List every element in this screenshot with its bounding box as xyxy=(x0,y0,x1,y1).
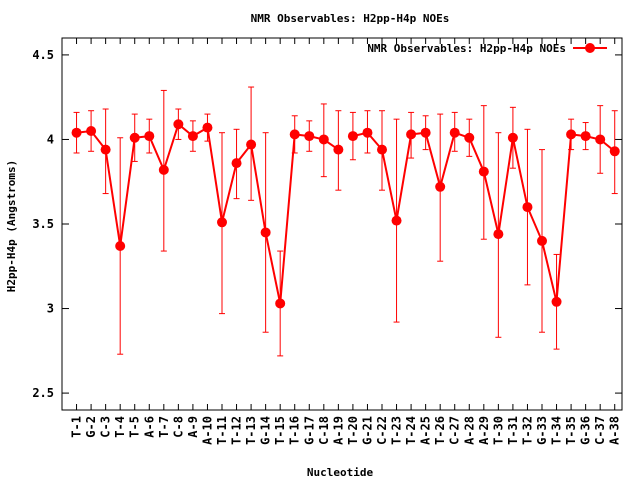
series-line xyxy=(76,122,339,304)
x-tick-label: G-36 xyxy=(579,416,593,445)
data-point xyxy=(333,144,344,155)
data-point xyxy=(406,129,417,140)
legend-marker xyxy=(585,43,595,53)
data-point xyxy=(522,202,533,213)
data-point xyxy=(129,132,140,143)
x-tick-label: A-10 xyxy=(200,416,214,445)
y-axis-label: H2pp-H4p (Angstroms) xyxy=(5,160,18,292)
legend: NMR Observables: H2pp-H4p NOEs xyxy=(367,42,607,55)
data-point xyxy=(304,131,315,142)
y-tick-label: 3.5 xyxy=(32,217,54,231)
data-point xyxy=(377,144,387,155)
data-point xyxy=(86,126,97,136)
data-point xyxy=(71,127,82,138)
x-tick-label: T-26 xyxy=(433,416,447,445)
x-tick-label: T-24 xyxy=(404,416,418,445)
x-tick-label: T-34 xyxy=(550,416,564,445)
x-tick-label: T-1 xyxy=(70,416,84,438)
x-tick-label: T-4 xyxy=(113,416,127,438)
data-point xyxy=(478,166,489,177)
x-tick-label: A-9 xyxy=(186,416,200,438)
data-point xyxy=(173,119,184,130)
data-point xyxy=(420,127,431,138)
data-point xyxy=(260,227,271,238)
data-point xyxy=(362,127,373,138)
data-point xyxy=(318,134,329,145)
data-point xyxy=(595,134,606,145)
x-tick-label: C-37 xyxy=(593,416,607,445)
plot-frame xyxy=(61,37,623,411)
y-tick-label: 4.5 xyxy=(32,48,54,62)
data-point xyxy=(493,229,504,240)
x-tick-label: C-27 xyxy=(448,416,462,445)
data-point xyxy=(537,235,547,246)
x-tick-label: T-13 xyxy=(244,416,258,445)
x-tick-label: G-17 xyxy=(302,416,316,445)
x-tick-label: A-25 xyxy=(419,416,433,445)
data-point xyxy=(231,158,242,169)
x-tick-label: A-28 xyxy=(462,416,476,445)
x-tick-label: G-21 xyxy=(360,416,374,445)
x-tick-label: C-3 xyxy=(99,416,113,438)
x-tick-label: A-38 xyxy=(608,416,622,445)
chart-title: NMR Observables: H2pp-H4p NOEs xyxy=(251,12,450,25)
data-point xyxy=(580,131,591,142)
x-tick-label: T-31 xyxy=(506,416,520,445)
x-tick-label: T-35 xyxy=(564,416,578,445)
data-point xyxy=(507,132,518,143)
x-tick-label: C-22 xyxy=(375,416,389,445)
data-point xyxy=(609,146,620,157)
data-point xyxy=(464,132,475,143)
data-point xyxy=(202,122,213,133)
data-point xyxy=(100,144,111,155)
x-tick-label: T-23 xyxy=(390,416,404,445)
x-tick-label: C-18 xyxy=(317,416,331,445)
data-point xyxy=(391,215,402,226)
x-axis-label: Nucleotide xyxy=(307,466,374,479)
x-tick-label: A-6 xyxy=(142,416,156,438)
x-tick-label: A-29 xyxy=(477,416,491,445)
x-tick-label: A-19 xyxy=(331,416,345,445)
x-tick-label: G-14 xyxy=(259,416,273,445)
x-tick-label: T-15 xyxy=(273,416,287,445)
data-point xyxy=(435,181,446,192)
x-tick-label: T-7 xyxy=(157,416,171,438)
x-tick-label: T-30 xyxy=(491,416,505,445)
data-point xyxy=(144,131,155,142)
x-tick-label: T-16 xyxy=(288,416,302,445)
data-point xyxy=(551,296,562,307)
data-point xyxy=(275,298,286,309)
legend-label: NMR Observables: H2pp-H4p NOEs xyxy=(367,42,566,55)
data-point xyxy=(246,139,257,150)
data-point xyxy=(217,217,227,228)
data-point xyxy=(566,129,577,140)
data-point xyxy=(347,131,358,142)
data-point xyxy=(115,240,126,251)
y-tick-label: 3 xyxy=(47,302,54,316)
x-tick-label: T-20 xyxy=(346,416,360,445)
x-tick-label: T-5 xyxy=(128,416,142,438)
x-tick-label: T-12 xyxy=(230,416,244,445)
x-tick-label: G-33 xyxy=(535,416,549,445)
x-tick-label: T-32 xyxy=(520,416,534,445)
data-point xyxy=(158,164,169,175)
x-tick-label: G-2 xyxy=(84,416,98,438)
y-tick-label: 2.5 xyxy=(32,386,54,400)
x-tick-label: C-8 xyxy=(171,416,185,438)
y-tick-label: 4 xyxy=(47,132,54,146)
data-point xyxy=(289,129,300,140)
x-tick-label: T-11 xyxy=(215,416,229,445)
data-point xyxy=(187,131,198,142)
plot-area: 2.533.544.5T-1 G-2 C-3 T-4 T-5 A-6 T-7 C-8 A-9 A-… xyxy=(32,37,623,445)
data-point xyxy=(449,127,460,138)
